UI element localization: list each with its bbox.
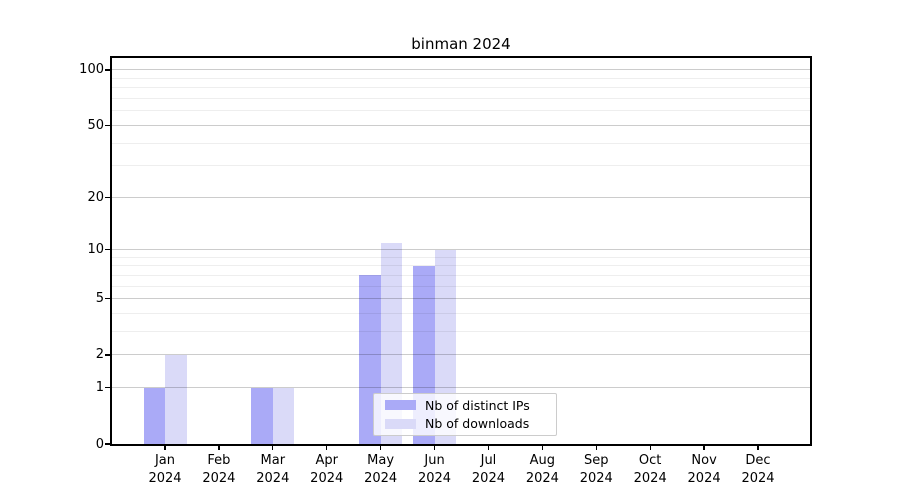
gridline-major <box>112 249 810 251</box>
x-axis-tick <box>164 445 166 450</box>
x-axis-label-year: 2024 <box>310 470 344 486</box>
x-axis-label-jun: Jun 2024 <box>400 452 470 487</box>
x-axis-label-year: 2024 <box>471 470 505 486</box>
gridline-minor <box>112 110 810 112</box>
x-axis-label-jan: Jan 2024 <box>130 452 200 487</box>
y-axis-label: 100 <box>79 62 104 78</box>
legend-label: Nb of downloads <box>425 416 530 432</box>
x-axis-tick <box>595 445 597 450</box>
y-axis-tick <box>105 354 112 356</box>
gridline-major <box>112 354 810 356</box>
plot-area: 0 1 2 5 10 20 50 100 Jan 2024 Feb 2024 Mar 2024 Apr 202… <box>79 56 812 486</box>
x-axis-tick <box>703 445 705 450</box>
y-axis-label: 10 <box>87 242 104 258</box>
x-axis-label-year: 2024 <box>579 470 613 486</box>
x-axis-label-oct: Oct 2024 <box>615 452 685 487</box>
x-axis-tick <box>649 445 651 450</box>
gridline-minor <box>112 313 810 315</box>
x-axis-label-year: 2024 <box>525 470 559 486</box>
x-axis-label-jul: Jul 2024 <box>453 452 523 487</box>
y-axis-label: 1 <box>95 380 104 396</box>
x-axis-label-year: 2024 <box>148 470 182 486</box>
axis-spine-top <box>110 56 812 58</box>
legend-box: Nb of distinct IPs Nb of downloads <box>373 393 557 436</box>
x-axis-label-year: 2024 <box>633 470 667 486</box>
y-axis-label: 2 <box>95 347 104 363</box>
gridline-major <box>112 69 810 71</box>
bar-distinct-ips-mar <box>251 387 273 444</box>
gridline-minor <box>112 256 810 258</box>
chart-title: binman 2024 <box>411 35 511 53</box>
x-axis-label-feb: Feb 2024 <box>184 452 254 487</box>
y-axis-tick <box>105 196 112 198</box>
legend-entry-downloads: Nb of downloads <box>385 416 556 431</box>
x-axis-label-mar: Mar 2024 <box>238 452 308 487</box>
gridline-minor <box>112 98 810 100</box>
x-axis-label-year: 2024 <box>364 470 398 486</box>
gridline-major <box>112 298 810 300</box>
x-axis-tick <box>379 445 382 450</box>
legend-label: Nb of distinct IPs <box>425 397 530 413</box>
x-axis-tick <box>326 445 328 450</box>
bar-distinct-ips-jan <box>143 387 165 444</box>
gridline-major <box>112 196 810 198</box>
y-axis-tick <box>105 124 112 126</box>
y-axis-label: 0 <box>95 436 104 452</box>
x-axis-label-sep: Sep 2024 <box>561 452 631 487</box>
gridline-major <box>112 387 810 389</box>
x-axis-tick <box>218 445 220 450</box>
axis-spine-bottom <box>110 444 812 446</box>
gridline-minor <box>112 331 810 333</box>
x-axis-tick <box>487 445 490 450</box>
y-axis-tick <box>105 298 112 300</box>
y-axis-tick <box>105 443 112 445</box>
x-axis-label-year: 2024 <box>256 470 290 486</box>
y-axis-tick <box>105 69 112 71</box>
bar-downloads-jan <box>165 354 187 444</box>
legend-swatch <box>385 418 416 429</box>
y-axis-label: 20 <box>87 189 104 205</box>
bar-downloads-mar <box>272 387 295 444</box>
y-axis-tick <box>105 387 112 389</box>
gridline-minor <box>112 165 810 167</box>
x-axis-tick <box>433 445 436 450</box>
x-axis-label-aug: Aug 2024 <box>507 452 577 487</box>
gridline-minor <box>112 87 810 89</box>
x-axis-label-dec: Dec 2024 <box>723 452 793 487</box>
gridline-minor <box>112 77 810 79</box>
x-axis-label-apr: Apr 2024 <box>292 452 362 487</box>
x-axis-label-may: May 2024 <box>346 452 416 487</box>
x-axis-label-nov: Nov 2024 <box>669 452 739 487</box>
x-axis-label-year: 2024 <box>687 470 721 486</box>
axis-spine-right <box>810 56 812 446</box>
legend-swatch <box>385 400 416 411</box>
axis-spine-left <box>110 56 112 446</box>
y-axis-tick <box>105 249 112 251</box>
x-axis-tick <box>272 445 274 450</box>
y-axis-label: 5 <box>95 291 104 307</box>
x-axis-label-year: 2024 <box>417 470 452 486</box>
gridline-major <box>112 124 810 126</box>
legend-entry-distinct-ips: Nb of distinct IPs <box>385 398 556 413</box>
gridline-minor <box>112 274 810 276</box>
x-axis-tick <box>541 445 543 450</box>
x-axis-tick <box>757 445 759 450</box>
y-axis-label: 50 <box>87 117 104 133</box>
x-axis-label-year: 2024 <box>202 470 236 486</box>
x-axis-label-year: 2024 <box>741 470 775 486</box>
gridline-minor <box>112 285 810 287</box>
gridline-minor <box>112 265 810 267</box>
gridline-minor <box>112 142 810 144</box>
